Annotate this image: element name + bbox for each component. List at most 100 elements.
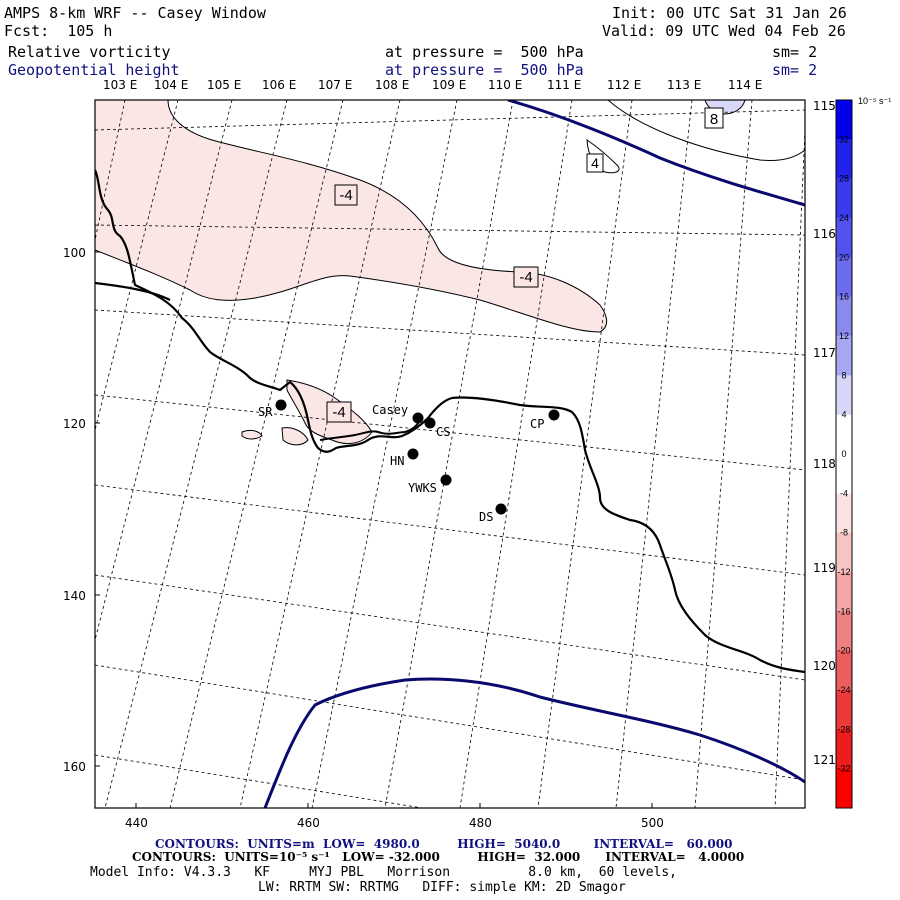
height-contour-4980 xyxy=(263,677,805,808)
colorbar-tick-label: 0 xyxy=(841,449,846,459)
colorbar-swatch xyxy=(836,414,852,455)
lon-label: 111 E xyxy=(547,78,581,92)
lon-label: 109 E xyxy=(432,78,466,92)
colorbar-tick-label: -16 xyxy=(837,606,850,616)
station-marker xyxy=(548,409,560,421)
colorbar-tick-label: -12 xyxy=(837,567,850,577)
vorticity-region xyxy=(281,427,309,446)
station-marker xyxy=(412,412,424,424)
colorbar-tick-label: -32 xyxy=(837,764,850,774)
height-contour-info: CONTOURS: UNITS=m LOW= 4980.0 HIGH= 5040… xyxy=(155,837,733,851)
contour-label: 8 xyxy=(710,111,718,128)
x-tick: 500 xyxy=(641,816,664,830)
station-marker xyxy=(495,503,507,515)
station-label: SR xyxy=(258,405,273,419)
y-tick: 140 xyxy=(63,589,86,603)
colorbar-swatch xyxy=(836,493,852,533)
init-time: Init: 00 UTC Sat 31 Jan 26 xyxy=(612,4,847,22)
field1-name: Relative vorticity xyxy=(8,43,171,61)
station-label: DS xyxy=(479,510,493,524)
y-axis: 100 120 140 160 xyxy=(63,246,100,774)
lon-label: 112 E xyxy=(607,78,641,92)
colorbar-swatch xyxy=(836,690,852,730)
colorbar-swatch xyxy=(836,454,852,494)
field2-smoothing: sm= 2 xyxy=(772,61,818,79)
colorbar: 32 28 24 20 16 12 8 4 0 -4 -8 -12 -16 -20 -24 -28 -32 xyxy=(835,99,853,809)
contour-label: -4 xyxy=(519,269,532,286)
colorbar-swatch xyxy=(836,139,852,179)
x-axis: 440 460 480 500 xyxy=(125,803,664,830)
lon-label: 108 E xyxy=(375,78,409,92)
station-label: YWKS xyxy=(408,481,437,495)
colorbar-swatch xyxy=(836,611,852,651)
colorbar-swatch xyxy=(836,257,852,297)
stations: SR Casey CS CP HN YWKS DS xyxy=(258,399,560,524)
colorbar-tick-label: -24 xyxy=(837,685,850,695)
lon-label: 107 E xyxy=(318,78,352,92)
lon-label: 113 E xyxy=(667,78,701,92)
field2-name: Geopotential height xyxy=(8,61,180,79)
lon-label: 110 E xyxy=(488,78,522,92)
colorbar-swatch xyxy=(836,375,852,415)
field2-level: at pressure = 500 hPa xyxy=(385,61,584,79)
vorticity-contour xyxy=(607,100,805,161)
colorbar-tick-label: 12 xyxy=(839,331,849,341)
lon-label: 105 E xyxy=(207,78,241,92)
colorbar-tick-label: 32 xyxy=(839,134,849,144)
colorbar-swatch xyxy=(836,650,852,691)
colorbar-tick-label: 16 xyxy=(839,292,849,302)
colorbar-tick-label: 24 xyxy=(839,213,849,223)
colorbar-tick-label: -4 xyxy=(840,488,848,498)
station-marker xyxy=(275,399,287,411)
lon-label: 104 E xyxy=(154,78,188,92)
contour-label: -4 xyxy=(332,404,345,421)
y-tick: 100 xyxy=(63,246,86,260)
model-info-line1: Model Info: V4.3.3 KF MYJ PBL Morrison 8… xyxy=(90,865,677,880)
colorbar-tick-label: 4 xyxy=(841,410,846,420)
vorticity-region xyxy=(95,100,608,333)
coastline-inlet xyxy=(95,281,171,301)
coastline xyxy=(95,169,805,674)
colorbar-swatch xyxy=(836,178,852,219)
colorbar-swatch xyxy=(836,532,852,573)
field1-smoothing: sm= 2 xyxy=(772,43,818,61)
vorticity-contour-info: CONTOURS: UNITS=10⁻⁵ s⁻¹ LOW= -32.000 HI… xyxy=(132,850,745,864)
colorbar-swatch xyxy=(836,100,852,140)
lon-label: 114 E xyxy=(728,78,762,92)
station-marker xyxy=(440,474,452,486)
station-marker xyxy=(424,417,436,429)
coastline-island xyxy=(319,419,421,441)
colorbar-unit: 10⁻⁵ s⁻¹ xyxy=(858,96,891,106)
plot-content xyxy=(95,100,805,808)
x-tick: 440 xyxy=(125,816,148,830)
contour-labels: -4 -4 -4 4 8 xyxy=(326,107,724,423)
lon-top-labels: 103 E 104 E 105 E 106 E 107 E 108 E 109 … xyxy=(103,78,762,92)
height-contour-5040 xyxy=(507,100,805,207)
colorbar-swatch xyxy=(836,218,852,258)
lon-label: 103 E xyxy=(103,78,137,92)
x-tick: 460 xyxy=(297,816,320,830)
valid-time: Valid: 09 UTC Wed 04 Feb 26 xyxy=(602,22,846,40)
plot-frame xyxy=(94,99,806,809)
graticule xyxy=(95,100,805,808)
colorbar-swatch xyxy=(836,572,852,612)
colorbar-tick-label: -8 xyxy=(840,528,848,538)
colorbar-swatch xyxy=(836,768,852,809)
colorbar-frame xyxy=(835,99,853,809)
colorbar-swatch xyxy=(836,336,852,376)
y-tick: 160 xyxy=(63,760,86,774)
station-label: Casey xyxy=(372,403,408,417)
x-tick: 480 xyxy=(469,816,492,830)
colorbar-tick-label: -20 xyxy=(837,646,850,656)
vorticity-region xyxy=(241,429,263,440)
model-info-line2: LW: RRTM SW: RRTMG DIFF: simple KM: 2D S… xyxy=(258,880,626,895)
colorbar-swatch xyxy=(836,729,852,769)
forecast-hour: Fcst: 105 h xyxy=(4,22,113,40)
station-label: HN xyxy=(390,454,404,468)
colorbar-swatch xyxy=(836,296,852,337)
field1-level: at pressure = 500 hPa xyxy=(385,43,584,61)
y-tick: 120 xyxy=(63,417,86,431)
map-title: AMPS 8-km WRF -- Casey Window xyxy=(4,4,266,22)
station-label: CS xyxy=(436,425,450,439)
